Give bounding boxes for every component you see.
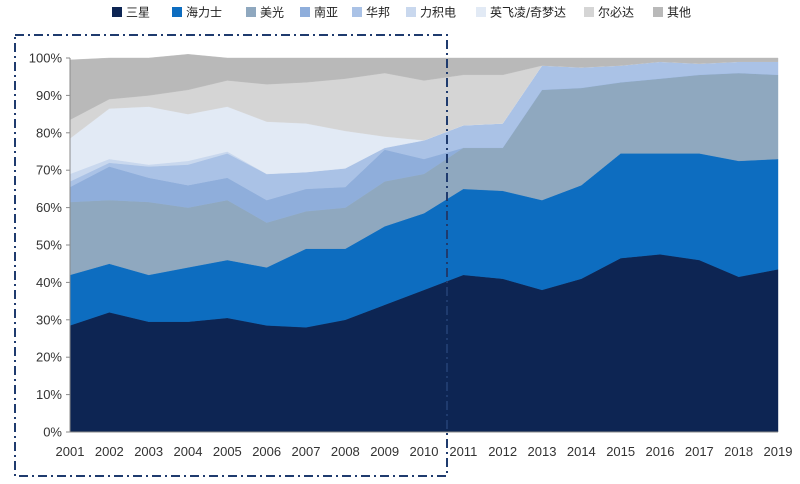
legend-swatch	[584, 7, 594, 17]
legend-swatch	[476, 7, 486, 17]
legend-swatch	[112, 7, 122, 17]
legend-swatch	[406, 7, 416, 17]
legend-swatch	[653, 7, 663, 17]
x-tick-label: 2013	[528, 444, 557, 459]
legend-label: 尔必达	[598, 5, 634, 20]
area-series-9	[69, 54, 779, 121]
x-tick-label: 2014	[567, 444, 596, 459]
watermark-text: 智东西	[711, 437, 759, 456]
legend-label: 英飞凌/奇梦达	[490, 6, 566, 20]
legend-swatch	[352, 7, 362, 17]
y-tick-label: 70%	[36, 163, 62, 178]
y-tick-label: 30%	[36, 312, 62, 327]
y-tick-label: 60%	[36, 200, 62, 215]
y-tick-label: 10%	[36, 387, 62, 402]
x-tick-label: 2005	[213, 444, 242, 459]
y-tick-label: 90%	[36, 88, 62, 103]
y-tick-label: 20%	[36, 350, 62, 365]
x-tick-label: 2016	[646, 444, 675, 459]
x-tick-label: 2004	[174, 444, 203, 459]
y-tick-label: 50%	[36, 238, 62, 253]
x-tick-label: 2010	[410, 444, 439, 459]
y-tick-label: 40%	[36, 275, 62, 290]
legend-label: 力积电	[420, 6, 456, 20]
x-tick-label: 2015	[606, 444, 635, 459]
x-tick-label: 2006	[252, 444, 281, 459]
x-tick-label: 2012	[488, 444, 517, 459]
x-tick-label: 2018	[724, 444, 753, 459]
x-tick-label: 2009	[370, 444, 399, 459]
x-tick-label: 2003	[134, 444, 163, 459]
legend-label: 海力士	[186, 5, 222, 20]
legend-label: 南亚	[314, 5, 338, 20]
x-tick-labels: 2001 2002 2003 2004 2005 2006 2007 2008 2009 2010…	[56, 444, 793, 459]
y-tick-label: 100%	[29, 51, 63, 66]
plot-areas	[69, 54, 779, 433]
axes	[66, 57, 778, 433]
legend: 三星 海力士 美光 南亚 华邦 力积电 英飞凌/奇梦达 尔必达 其他	[112, 5, 691, 20]
x-tick-label: 2011	[449, 444, 477, 459]
x-tick-label: 2002	[95, 444, 124, 459]
x-tick-label: 2017	[685, 444, 714, 459]
highlight-box-2001-2010	[14, 34, 448, 477]
x-tick-label: 2007	[292, 444, 321, 459]
x-tick-label: 2001	[56, 444, 85, 459]
legend-swatch	[246, 7, 256, 17]
x-tick-label: 2019	[764, 444, 793, 459]
y-tick-label: 0%	[43, 425, 62, 440]
legend-label: 华邦	[366, 6, 390, 20]
y-tick-label: 80%	[36, 125, 62, 140]
x-tick-label: 2008	[331, 444, 360, 459]
legend-swatch	[172, 7, 182, 17]
y-tick-labels: 0% 10% 20% 30% 40% 50% 60% 70% 80% 90% 100%	[29, 51, 63, 440]
watermark: 智东西	[711, 437, 759, 456]
legend-label: 三星	[126, 6, 150, 20]
legend-label: 美光	[260, 6, 284, 20]
highlight-rect	[14, 34, 448, 477]
legend-label: 其他	[667, 6, 691, 20]
legend-swatch	[300, 7, 310, 17]
